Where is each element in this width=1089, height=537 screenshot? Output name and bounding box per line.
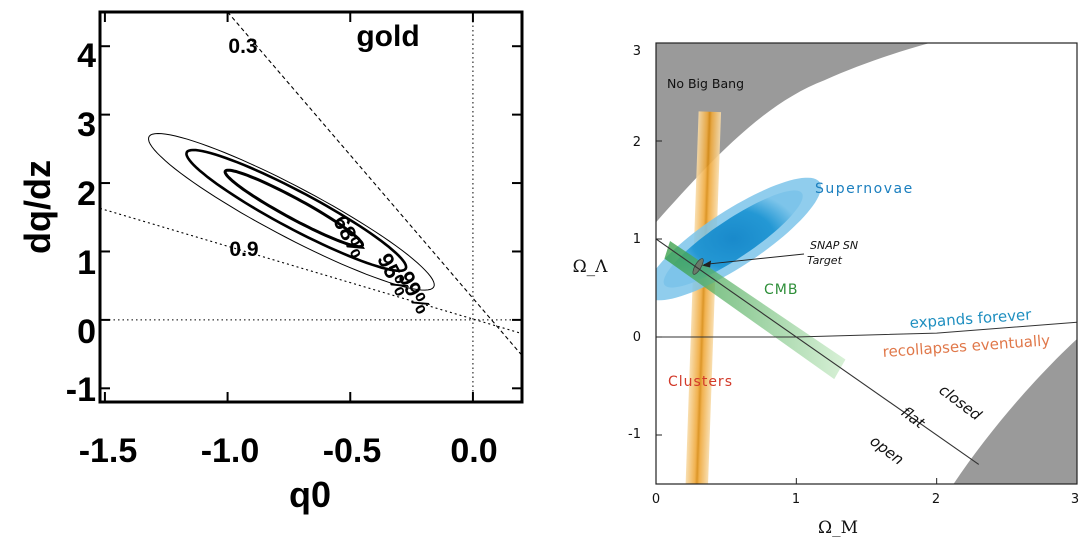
right-ticks: [655, 42, 1078, 484]
supernovae-label: Supernovae: [815, 181, 914, 197]
left-ytick-label: 0: [77, 313, 96, 351]
right-ytick-label: 2: [633, 135, 641, 150]
left-y-axis-label: dq/dz: [17, 160, 58, 254]
contour-68: [223, 168, 364, 249]
left-plot-frame: [98, 10, 524, 404]
left-ytick-label: 4: [77, 37, 96, 75]
right-xtick-label: 0: [652, 492, 660, 507]
cmb-label: CMB: [764, 282, 798, 298]
closed-label: closed: [936, 381, 986, 425]
right-chart: 0 1 2 3 3 2 1 0 -1 Ω_M Ω_Λ No Big Bang S…: [573, 42, 1079, 537]
snap-arrow-head: [702, 260, 712, 268]
right-ytick-label: 0: [633, 330, 641, 345]
cmb-band: [664, 240, 846, 380]
line-label-0-3: 0.3: [228, 35, 257, 58]
snap-label-line1: SNAP SN: [810, 239, 858, 252]
right-ytick-label: 3: [633, 44, 641, 59]
right-plot-frame: [655, 42, 1078, 485]
dashed-line-0-9: [100, 207, 522, 335]
right-xtick-label: 1: [792, 492, 800, 507]
right-plot-area: [656, 43, 1077, 484]
left-x-axis-label: q0: [289, 474, 331, 515]
left-ytick-label: 2: [77, 175, 96, 213]
left-ytick-label: -1: [66, 371, 96, 409]
contour-99: [148, 132, 435, 291]
right-xtick-label: 3: [1071, 492, 1079, 507]
line-label-0-9: 0.9: [229, 238, 258, 261]
right-x-axis-label: Ω_M: [818, 518, 858, 537]
left-ytick-label: 1: [77, 244, 96, 282]
left-ytick-label: 3: [77, 106, 96, 144]
supernovae-region-inner: [663, 190, 803, 288]
recollapses-label: recollapses eventually: [882, 331, 1051, 361]
left-xtick-label: -0.5: [323, 432, 382, 470]
contour-label-68: 68%: [328, 211, 371, 262]
no-big-bang-label: No Big Bang: [667, 76, 744, 91]
snap-target-marker: [692, 258, 704, 275]
no-big-bang-region: [656, 43, 930, 223]
excluded-region-lower: [953, 338, 1077, 484]
right-xtick-label: 2: [932, 492, 940, 507]
left-xtick-label: -1.0: [201, 432, 260, 470]
expansion-boundary-curve: [656, 321, 1077, 338]
gold-label: gold: [356, 20, 419, 53]
clusters-label: Clusters: [668, 374, 733, 390]
right-ytick-label: 1: [633, 232, 641, 247]
flat-label: flat: [898, 403, 930, 433]
right-y-axis-label: Ω_Λ: [573, 257, 609, 277]
snap-label-line2: Target: [807, 254, 843, 267]
left-xtick-label: -1.5: [79, 432, 138, 470]
left-ticks: [100, 12, 522, 402]
snap-arrow-line: [704, 253, 805, 265]
flat-universe-line: [656, 238, 980, 465]
open-label: open: [867, 432, 908, 469]
left-xtick-label: 0.0: [450, 432, 497, 470]
contour-95: [185, 148, 408, 273]
left-chart: -1.5 -1.0 -0.5 0.0 -1 0 1 2 3 4 q0 dq/dz…: [17, 10, 524, 515]
left-plot-area: [100, 12, 522, 402]
right-ytick-label: -1: [628, 427, 641, 442]
dashed-line-0-3: [227, 12, 522, 356]
expands-forever-label: expands forever: [909, 305, 1033, 332]
clusters-band: [685, 111, 722, 484]
